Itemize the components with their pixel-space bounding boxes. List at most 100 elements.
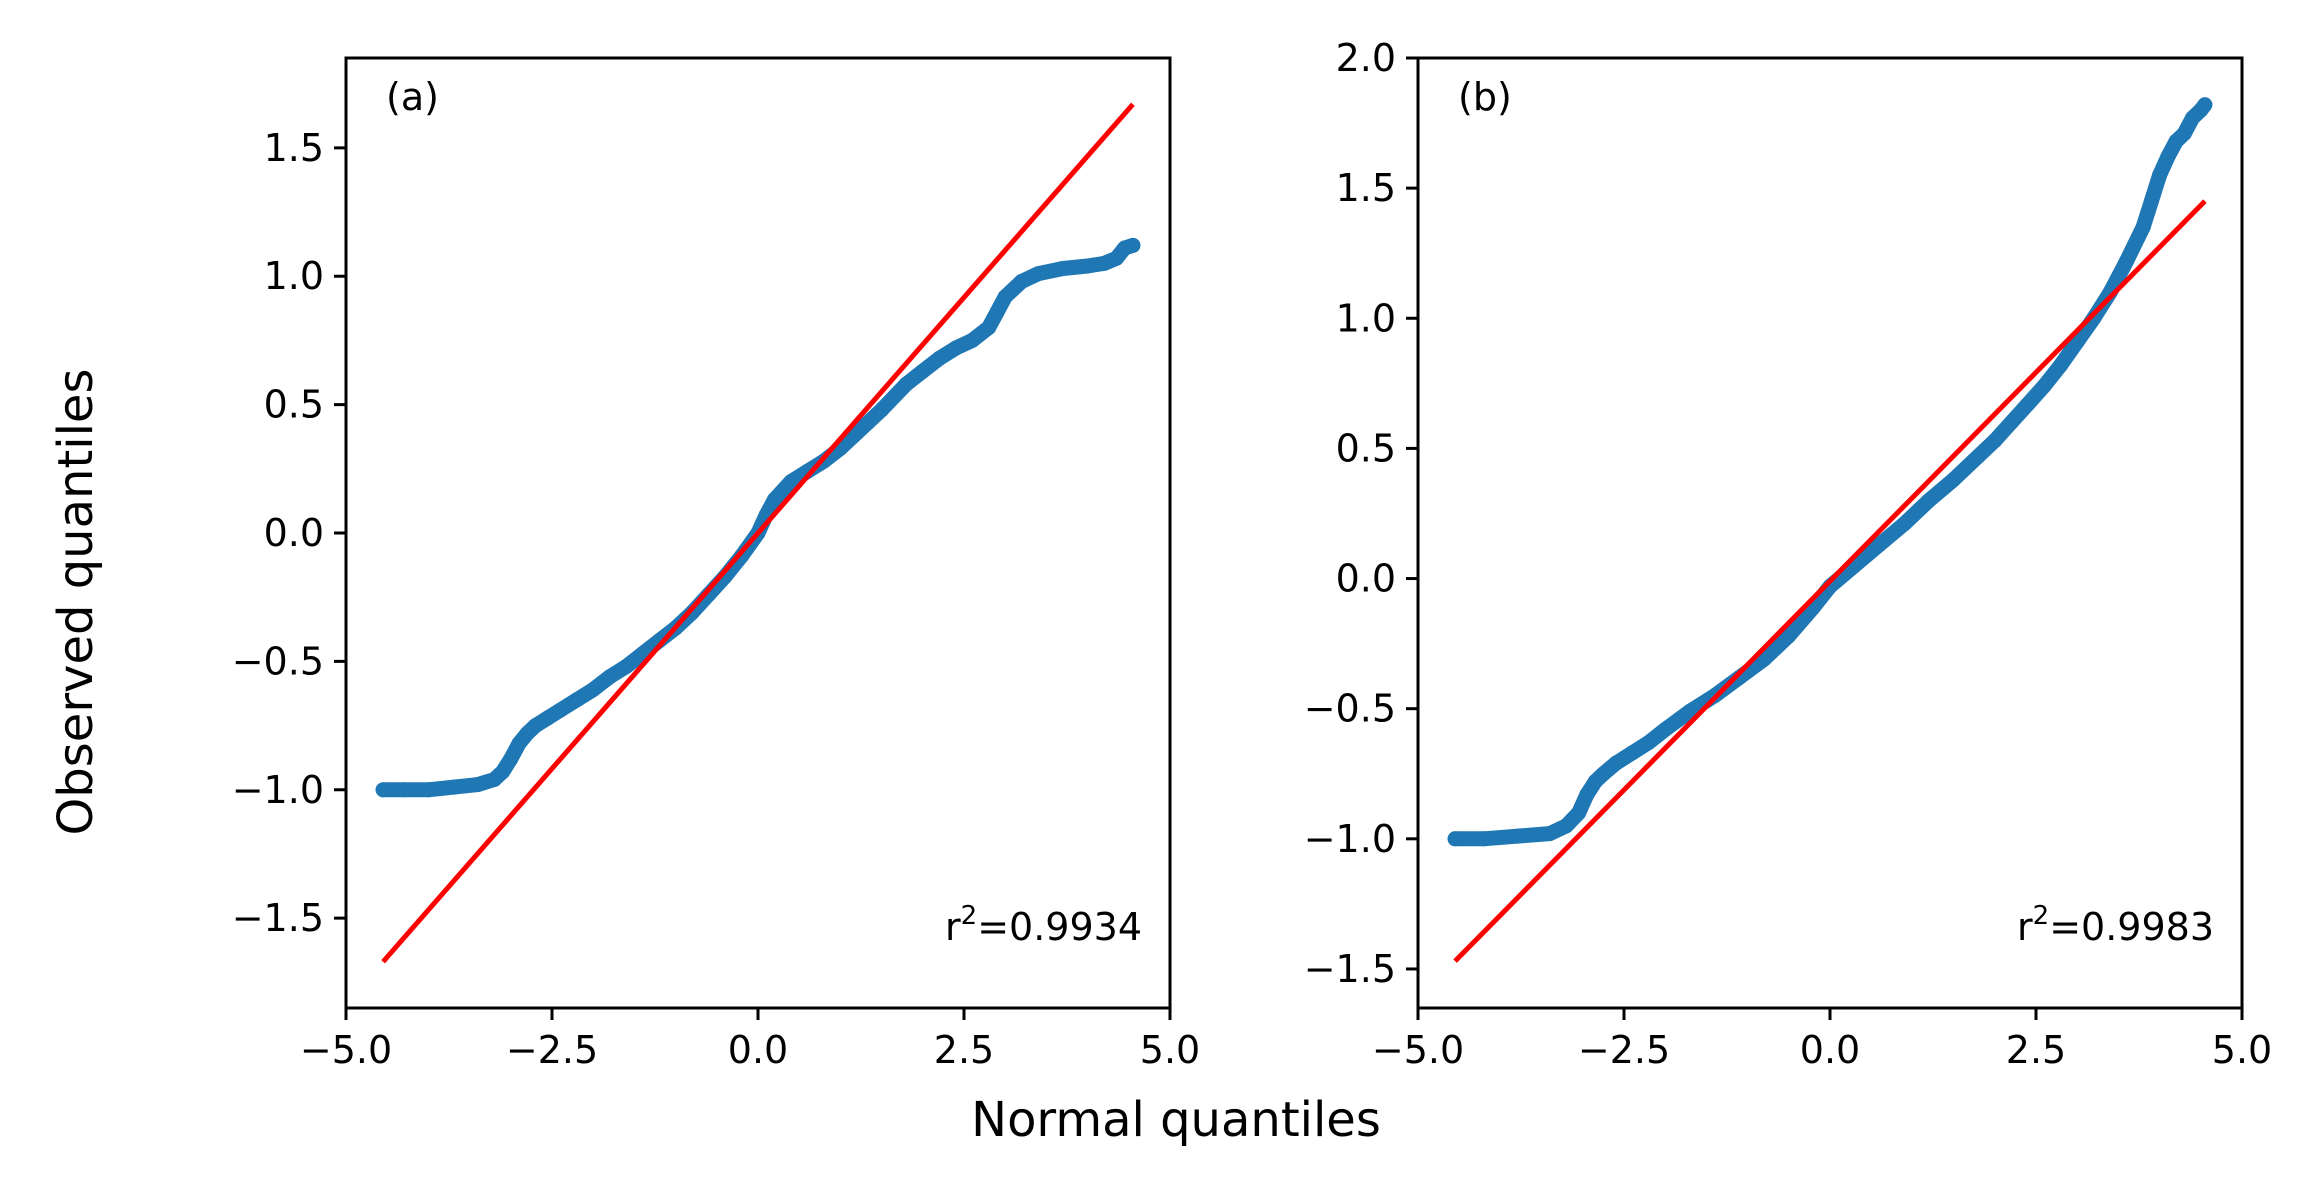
panel-a-reference-line [381, 102, 1135, 964]
panel-b-x-tick-label: −5.0 [1372, 1028, 1464, 1072]
panel-a-y-tick-label: −0.5 [232, 639, 324, 683]
panel-a-data-point [874, 402, 890, 418]
panel-a-y-tick-label: 0.0 [264, 511, 324, 555]
panel-b-data-point [2176, 126, 2192, 141]
panel-a-x-tick-label: 0.0 [728, 1028, 788, 1072]
panel-b-data-point [1896, 516, 1912, 532]
panel-b-y-tick-label: 1.5 [1336, 166, 1396, 210]
panel-b-data-point [1595, 766, 1611, 782]
panel-a-y-tick-label: 1.0 [264, 254, 324, 298]
panel-a-y-tick-label: −1.5 [232, 896, 324, 940]
panel-b-data-point [2197, 97, 2213, 113]
panel-b-y-tick-label: −1.0 [1304, 817, 1396, 861]
panel-a-r2-annotation: r2=0.9934 [945, 901, 1142, 949]
panel-b-ticks: −5.0 −2.5 0.0 2.5 5.0 −1.5 −1.0 −0.5 0.0 0.5 1.0 1.… [1304, 36, 2273, 1072]
panel-b-label: (b) [1458, 75, 1512, 119]
panel-a-data-point [1055, 261, 1071, 276]
panel-b-data-point [1756, 651, 1772, 667]
panel-b-data-point [1987, 433, 2003, 449]
panel-b-r2-superscript: 2 [2033, 901, 2050, 931]
panel-a-label: (a) [386, 75, 439, 119]
panel-b-y-tick-label: 0.0 [1336, 557, 1396, 601]
panel-b-x-tick-label: 0.0 [1800, 1028, 1860, 1072]
panel-a-data-point [1030, 266, 1046, 282]
panel-a-data-point [1125, 237, 1141, 253]
panel-b-data-point [1558, 818, 1574, 834]
panel-a-ticks: −5.0 −2.5 0.0 2.5 5.0 −1.5 −1.0 −0.5 0.0 0.5 1.0 1.… [232, 126, 1201, 1072]
panel-a-r2-value: =0.9934 [977, 905, 1142, 949]
panel-a-x-tick-label: 2.5 [934, 1028, 994, 1072]
panel-a-x-tick-label: −5.0 [300, 1028, 392, 1072]
panel-b-data-point [1509, 828, 1525, 844]
panel-a-data-point [1096, 255, 1112, 271]
panel-b-reference-line [1453, 199, 2207, 963]
panel-a-data-point [898, 376, 914, 392]
panel-b-y-tick-label: 2.0 [1336, 36, 1396, 80]
panel-b-data-point [1921, 493, 1937, 508]
panel-a-data-point [420, 782, 436, 798]
panel-b-x-tick-label: 5.0 [2212, 1028, 2272, 1072]
panel-b-r2-symbol: r [2017, 905, 2033, 949]
panel-a-data-point [1108, 250, 1124, 266]
panel-a-data-point [915, 363, 931, 379]
panel-b-data-point [2020, 396, 2036, 412]
panel-a-marks [375, 102, 1141, 964]
panel-a-data-point [528, 718, 543, 734]
panel-a-r2-superscript: 2 [961, 901, 978, 931]
panel-a-data-point [931, 350, 947, 366]
panel-a-data-point [511, 736, 527, 751]
panel-a-y-tick-label: 1.5 [264, 126, 324, 170]
panel-a-data-point [470, 777, 486, 793]
panel-a-data-point [1014, 273, 1030, 289]
panel-b-data-point [2143, 193, 2159, 209]
panel-a-data-point [540, 710, 556, 726]
panel-b-data-point [1871, 537, 1887, 553]
panel-b-data-point [2119, 253, 2135, 269]
panel-a-data-point [981, 320, 997, 336]
panel-b-data-point [1571, 805, 1587, 821]
panel-a-data-point [964, 332, 980, 348]
panel-a-data-point [618, 659, 634, 674]
panel-b-data-point [1657, 722, 1673, 737]
panel-a-data-point [585, 682, 601, 698]
panel-b-x-tick-label: −2.5 [1578, 1028, 1670, 1072]
panel-b-data-point [1624, 745, 1640, 761]
panel-b: −5.0 −2.5 0.0 2.5 5.0 −1.5 −1.0 −0.5 0.0 0.5 1.0 1.… [1304, 36, 2273, 1072]
panel-a-data-point [602, 669, 618, 685]
panel-b-data-point [1641, 735, 1657, 750]
panel-a-data-point [783, 474, 799, 490]
panel-a-data-point [552, 702, 568, 718]
panel-a-data-point [375, 782, 391, 798]
panel-b-y-tick-label: −1.5 [1304, 947, 1396, 991]
panel-b-data-point [1781, 628, 1797, 644]
panel-b-y-tick-label: −0.5 [1304, 687, 1396, 731]
panel-a-data-point [445, 779, 461, 795]
panel-a-data-point [989, 304, 1005, 320]
panel-a-data-point [767, 492, 782, 508]
panel-b-data-point [1579, 787, 1595, 803]
panel-b-data-point [2135, 219, 2151, 235]
panel-b-data-point [1542, 826, 1558, 842]
y-axis-title: Observed quantiles [48, 369, 104, 836]
panel-b-data-point [1476, 831, 1492, 847]
panel-b-y-tick-label: 0.5 [1336, 426, 1396, 470]
panel-a-data-point [1080, 258, 1096, 274]
panel-b-data-point [1608, 755, 1624, 771]
panel-a-data-point [396, 782, 412, 798]
panel-a-data-point [997, 289, 1013, 305]
panel-a-data-point [948, 340, 964, 356]
panel-b-data-point [2036, 378, 2052, 394]
panel-b-data-point [2053, 357, 2069, 373]
panel-a-x-tick-label: −2.5 [506, 1028, 598, 1072]
panel-b-y-tick-label: 1.0 [1336, 296, 1396, 340]
panel-a-data-point [849, 425, 865, 441]
panel-a: −5.0 −2.5 0.0 2.5 5.0 −1.5 −1.0 −0.5 0.0 0.5 1.0 1.… [232, 56, 1201, 1072]
panel-b-data-point [2152, 167, 2168, 183]
panel-b-marks [1447, 97, 2213, 963]
x-axis-title: Normal quantiles [971, 1092, 1381, 1148]
panel-b-data-point [2160, 149, 2176, 165]
panel-a-data-point [495, 764, 511, 780]
panel-b-data-point [1682, 703, 1698, 719]
panel-b-x-tick-label: 2.5 [2006, 1028, 2066, 1072]
